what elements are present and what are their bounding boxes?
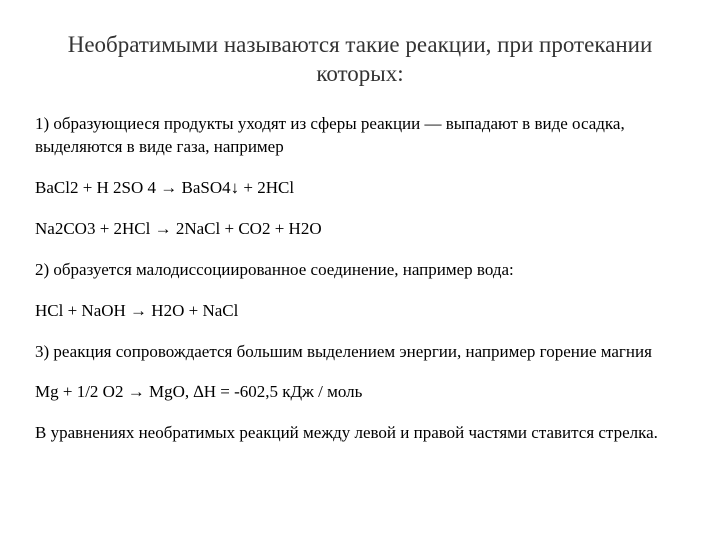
page-title: Необратимыми называются такие реакции, п… [35,30,685,89]
paragraph: ВаСl2 + Н 2SО 4 → ВаSО4↓ + 2НСl [35,177,685,200]
body-text: 1) образующиеся продукты уходят из сферы… [35,113,685,445]
paragraph: 3) реакция сопровождается большим выделе… [35,341,685,364]
paragraph: Na2CO3 + 2HCl → 2NaCl + CO2 + H2O [35,218,685,241]
paragraph: НСl + NаОН → Н2О + NаСl [35,300,685,323]
paragraph: 1) образующиеся продукты уходят из сферы… [35,113,685,159]
paragraph: В уравнениях необратимых реакций между л… [35,422,685,445]
document-page: Необратимыми называются такие реакции, п… [0,0,720,540]
paragraph: Mg + 1/2 О2 → МgО, ∆Н = -602,5 кДж / мол… [35,381,685,404]
paragraph: 2) образуется малодиссоциированное соеди… [35,259,685,282]
